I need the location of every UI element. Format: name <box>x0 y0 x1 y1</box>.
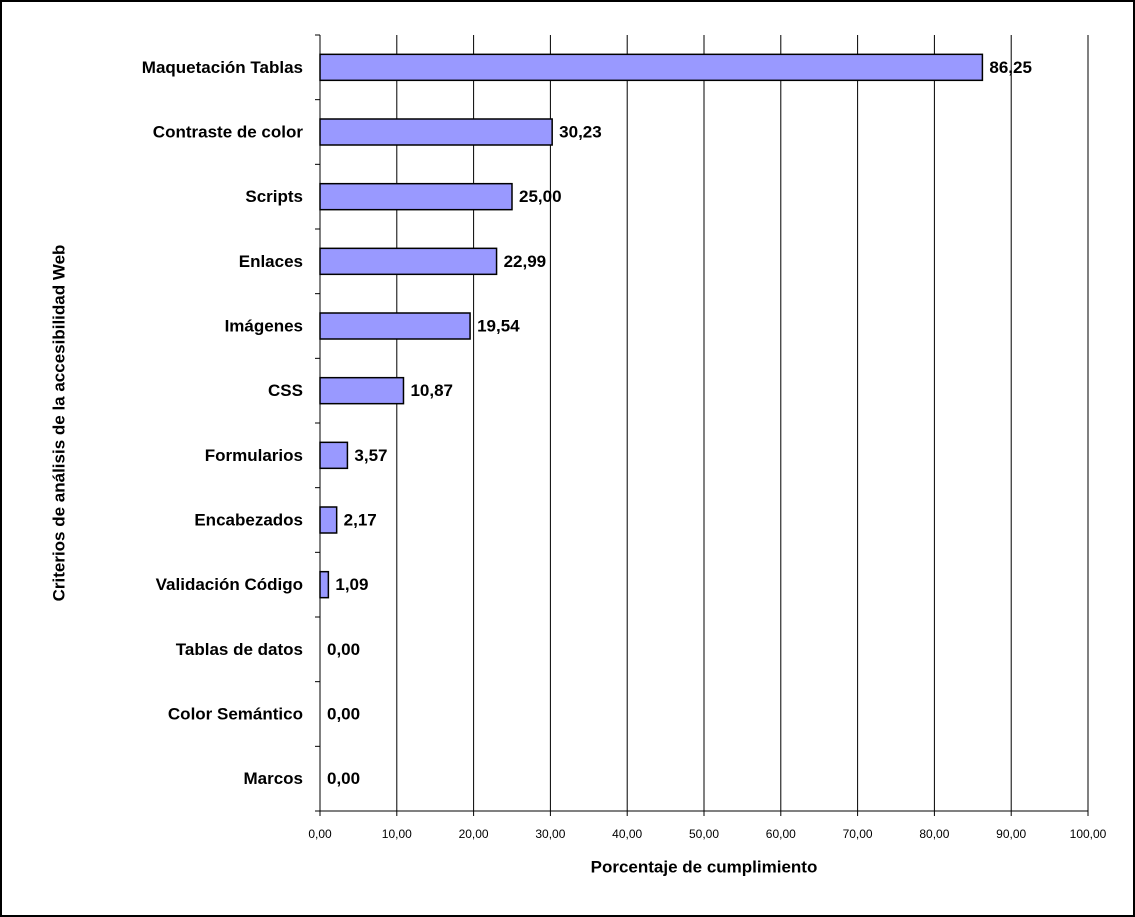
x-tick-label: 60,00 <box>766 827 796 841</box>
bar <box>319 570 330 599</box>
x-tick-label: 20,00 <box>459 827 489 841</box>
x-tick-label: 80,00 <box>919 827 949 841</box>
y-tick-label: Scripts <box>245 187 303 206</box>
value-label: 1,09 <box>335 575 368 594</box>
bar <box>319 312 471 340</box>
y-tick-label: Color Semántico <box>168 704 303 723</box>
value-label: 0,00 <box>327 769 360 788</box>
x-tick-label: 50,00 <box>689 827 719 841</box>
x-tick-label: 40,00 <box>612 827 642 841</box>
bar <box>319 441 349 470</box>
y-tick-label: Validación Código <box>156 575 303 594</box>
x-tick-label: 70,00 <box>843 827 873 841</box>
y-tick-label: Encabezados <box>194 510 303 529</box>
y-tick-label: CSS <box>268 381 303 400</box>
x-tick-label: 0,00 <box>308 827 332 841</box>
value-label: 10,87 <box>410 381 453 400</box>
bar <box>319 53 984 82</box>
y-tick-label: Tablas de datos <box>176 640 303 659</box>
bar <box>319 182 513 211</box>
bar <box>319 376 405 405</box>
bar <box>319 118 553 146</box>
x-tick-label: 10,00 <box>382 827 412 841</box>
y-tick-label: Imágenes <box>225 316 303 335</box>
y-tick-label: Formularios <box>205 446 303 465</box>
value-label: 0,00 <box>327 640 360 659</box>
x-tick-label: 90,00 <box>996 827 1026 841</box>
value-label: 2,17 <box>344 510 377 529</box>
y-tick-label: Enlaces <box>239 252 303 271</box>
value-label: 25,00 <box>519 187 562 206</box>
x-axis-title: Porcentaje de cumplimiento <box>591 857 818 876</box>
x-tick-label: 100,00 <box>1070 827 1107 841</box>
value-label: 30,23 <box>559 122 602 141</box>
y-tick-label: Contraste de color <box>153 122 304 141</box>
bar <box>319 506 338 534</box>
x-tick-label: 30,00 <box>535 827 565 841</box>
value-label: 3,57 <box>354 446 387 465</box>
value-label: 86,25 <box>989 58 1032 77</box>
value-label: 22,99 <box>504 252 547 271</box>
value-label: 19,54 <box>477 316 520 335</box>
y-axis-title: Criterios de análisis de la accesibilida… <box>49 245 68 602</box>
y-tick-label: Maquetación Tablas <box>142 58 303 77</box>
bar <box>319 247 498 276</box>
y-tick-label: Marcos <box>243 769 303 788</box>
value-label: 0,00 <box>327 704 360 723</box>
